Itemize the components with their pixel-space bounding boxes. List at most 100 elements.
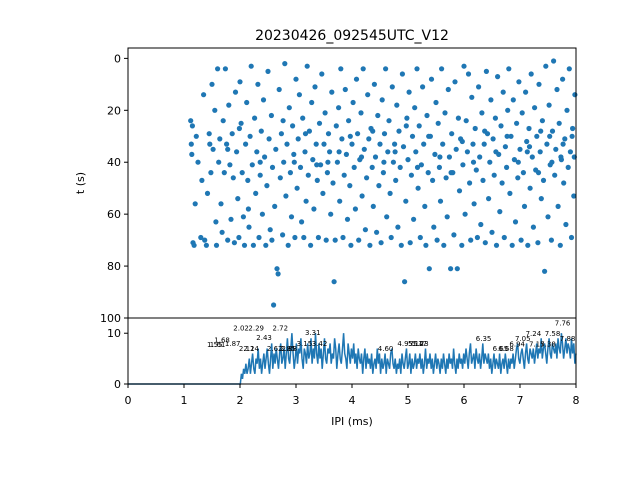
- scatter-point: [318, 162, 324, 168]
- scatter-point: [497, 209, 503, 215]
- scatter-point: [257, 159, 263, 165]
- scatter-point: [488, 97, 494, 103]
- scatter-point: [356, 237, 362, 243]
- scatter-point: [219, 229, 225, 235]
- scatter-point: [224, 141, 230, 147]
- scatter-point: [269, 164, 276, 170]
- scatter-point: [341, 172, 347, 178]
- scatter-point: [532, 105, 538, 111]
- scatter-point: [312, 84, 318, 90]
- peak-label: 1.68: [214, 336, 230, 344]
- scatter-point: [259, 211, 265, 217]
- scatter-point: [523, 89, 529, 95]
- scatter-point: [443, 175, 449, 181]
- histogram-x-ticks: 0 1 2 3 4 5 6 7 8: [125, 384, 580, 407]
- scatter-point: [260, 97, 267, 103]
- scatter-point: [210, 146, 216, 152]
- scatter-point: [280, 118, 286, 124]
- scatter-point: [411, 216, 417, 222]
- scatter-point: [560, 76, 566, 82]
- scatter-point: [330, 180, 336, 186]
- scatter-point: [375, 112, 381, 119]
- scatter-y-ticks: 0 20 40 60 80 100: [100, 52, 128, 325]
- scatter-point: [490, 136, 496, 142]
- peak-label: 2.14: [243, 345, 259, 353]
- scatter-point: [414, 66, 420, 72]
- scatter-point: [455, 115, 461, 121]
- scatter-point: [216, 159, 222, 165]
- scatter-point: [512, 219, 519, 225]
- peak-label: 3.15: [297, 340, 313, 348]
- scatter-point: [554, 86, 560, 93]
- scatter-point: [365, 92, 371, 98]
- scatter-point: [555, 203, 561, 209]
- scatter-point: [415, 185, 421, 191]
- scatter-point: [563, 221, 569, 228]
- scatter-point: [548, 237, 555, 243]
- scatter-point: [337, 198, 343, 204]
- scatter-point: [206, 131, 212, 137]
- scatter-point: [201, 92, 207, 98]
- peak-label: 7.05: [515, 335, 531, 343]
- scatter-point: [448, 170, 454, 176]
- scatter-point: [325, 159, 331, 165]
- scatter-point: [274, 266, 280, 272]
- scatter-point: [436, 164, 442, 170]
- scatter-point: [430, 177, 436, 183]
- scatter-point: [284, 141, 290, 147]
- peak-label: 3.42: [312, 340, 328, 348]
- peak-label: 2.12: [239, 345, 255, 353]
- scatter-point: [294, 185, 300, 191]
- scatter-point: [502, 144, 508, 150]
- scatter-point: [467, 180, 473, 186]
- scatter-point: [508, 133, 514, 139]
- histogram-x-tick-label: 3: [293, 394, 300, 407]
- scatter-point: [476, 84, 482, 90]
- histogram-x-tick-label: 5: [405, 394, 412, 407]
- scatter-point: [392, 149, 398, 155]
- peak-label: 2.62: [267, 345, 283, 353]
- scatter-point: [334, 159, 340, 165]
- scatter-point: [386, 118, 392, 124]
- scatter-point: [376, 183, 382, 189]
- scatter-point: [342, 86, 348, 93]
- scatter-point: [309, 99, 315, 106]
- scatter-point: [324, 170, 330, 176]
- scatter-point: [241, 242, 248, 248]
- scatter-point: [195, 159, 201, 165]
- scatter-point: [296, 92, 302, 98]
- peak-label: 7.24: [526, 330, 542, 338]
- scatter-point: [441, 242, 447, 248]
- scatter-point: [477, 154, 483, 160]
- scatter-point: [442, 110, 448, 116]
- scatter-point: [336, 105, 342, 111]
- scatter-point: [263, 242, 269, 248]
- histogram-x-tick-label: 0: [125, 394, 132, 407]
- scatter-point: [428, 76, 435, 82]
- scatter-point: [544, 141, 550, 147]
- scatter-point: [203, 242, 209, 248]
- scatter-point: [372, 154, 379, 160]
- scatter-point: [244, 99, 250, 106]
- scatter-point: [287, 170, 293, 176]
- scatter-point: [480, 177, 486, 183]
- histogram-panel: 1.551.611.681.87 2.02 2.122.14 2.292.43 2.62…: [107, 317, 580, 428]
- scatter-point: [323, 237, 329, 243]
- scatter-point: [199, 177, 205, 183]
- scatter-point: [245, 206, 251, 212]
- peak-label: 5.17: [411, 340, 427, 348]
- scatter-point: [218, 201, 224, 207]
- scatter-point: [387, 190, 393, 196]
- scatter-point: [529, 154, 535, 160]
- scatter-point: [358, 110, 364, 116]
- scatter-point: [525, 242, 531, 248]
- scatter-point: [220, 118, 226, 124]
- scatter-point: [417, 234, 423, 241]
- scatter-point: [439, 66, 445, 72]
- scatter-point: [434, 237, 440, 243]
- scatter-point: [344, 216, 351, 222]
- scatter-point: [346, 118, 352, 124]
- scatter-point: [202, 237, 208, 243]
- scatter-point: [500, 89, 506, 95]
- scatter-point: [487, 159, 493, 165]
